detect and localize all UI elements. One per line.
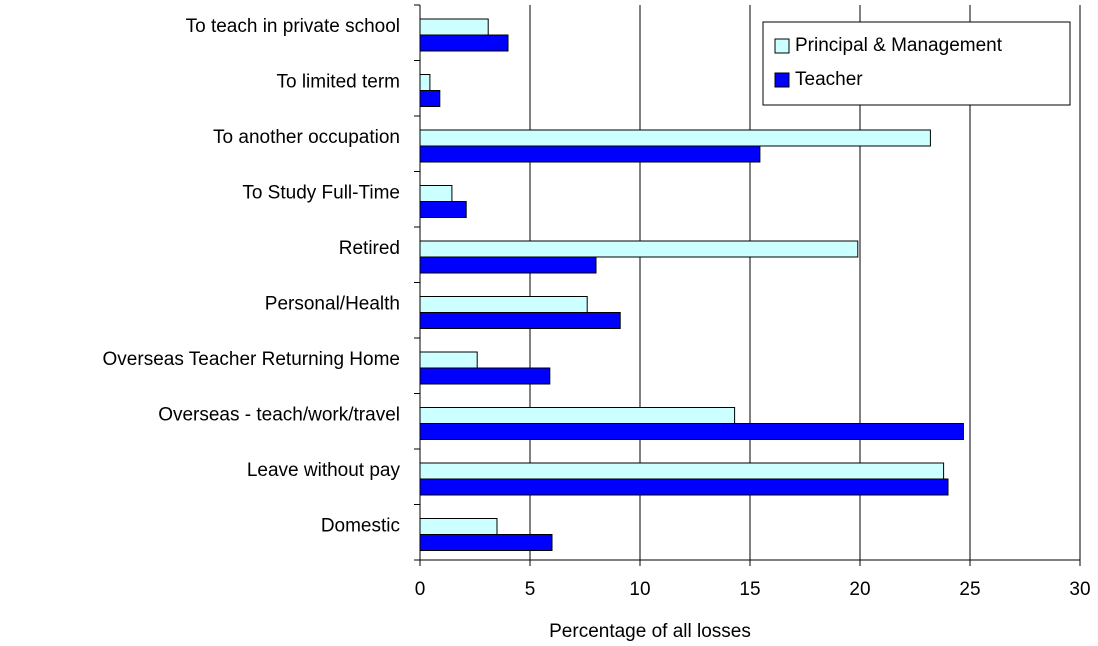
bar (419, 296, 588, 313)
x-tick-label: 5 (525, 579, 536, 600)
x-tick-label: 15 (739, 579, 760, 600)
bar (419, 74, 431, 91)
y-tick-label: Overseas Teacher Returning Home (103, 349, 400, 370)
bar (419, 90, 441, 107)
bar (419, 518, 498, 535)
legend-box (762, 21, 1071, 106)
bar (419, 534, 553, 551)
legend-label: Teacher (795, 69, 863, 90)
y-tick-label: To Study Full-Time (242, 182, 400, 203)
bar (419, 351, 478, 369)
bar (419, 34, 509, 52)
bar (419, 462, 945, 480)
bar (419, 185, 453, 202)
x-tick-label: 25 (959, 579, 980, 600)
legend-label: Principal & Management (795, 35, 1003, 56)
y-tick-label: To another occupation (213, 127, 400, 148)
bar (419, 256, 597, 274)
bar (419, 129, 931, 147)
bar (419, 312, 621, 329)
y-tick-label: Personal/Health (265, 293, 400, 314)
x-tick-label: 30 (1069, 579, 1090, 600)
x-tick-label: 10 (629, 579, 650, 600)
x-tick-label: 0 (415, 579, 426, 600)
bar (419, 367, 551, 385)
bar (419, 423, 964, 440)
x-axis-title: Percentage of all losses (549, 621, 751, 642)
y-tick-label: Domestic (321, 515, 400, 536)
legend-swatch (774, 38, 790, 54)
y-tick-label: To limited term (276, 71, 400, 92)
y-tick-label: To teach in private school (186, 16, 400, 37)
x-tick-label: 20 (849, 579, 870, 600)
bar (419, 240, 859, 258)
bar (419, 478, 949, 496)
y-tick-label: Retired (339, 238, 400, 259)
y-tick-label: Overseas - teach/work/travel (158, 404, 400, 425)
bar (419, 407, 736, 424)
bar (419, 201, 467, 218)
bar (419, 145, 761, 163)
bar (419, 18, 489, 36)
y-tick-label: Leave without pay (247, 460, 401, 481)
legend-swatch (774, 72, 790, 88)
